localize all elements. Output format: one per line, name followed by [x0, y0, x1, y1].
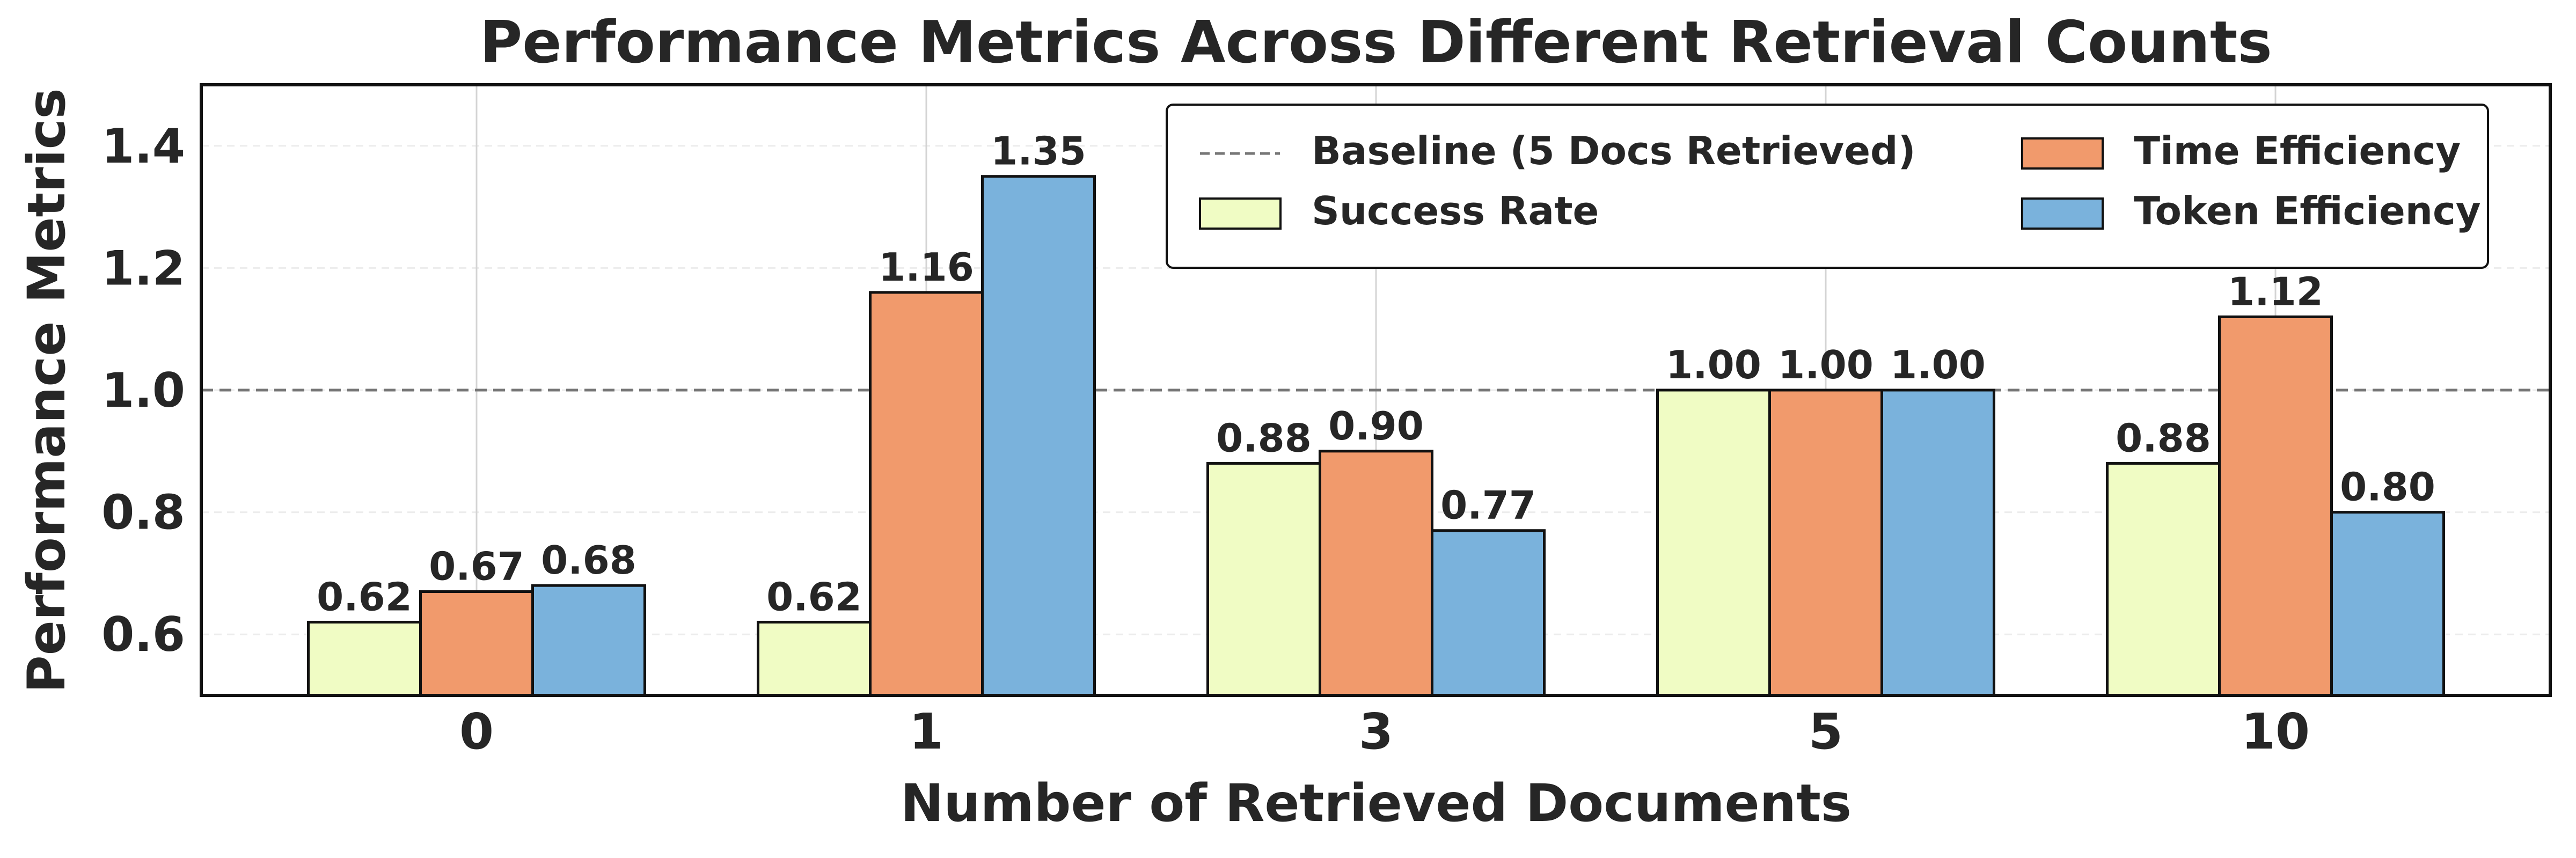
y-tick-label-4: 1.4: [101, 119, 185, 174]
data-label-token-efficiency-0: 0.68: [541, 538, 636, 583]
data-label-time-efficiency-10: 1.12: [2228, 269, 2323, 314]
legend-box: [1166, 104, 2489, 269]
bar-time-efficiency-1: [869, 291, 984, 697]
y-axis-ticks: 0.6 0.8 1.0 1.2 1.4: [101, 119, 185, 662]
x-tick-label-3: 3: [1359, 703, 1393, 760]
legend: Baseline (5 Docs Retrieved) Success Rate…: [1166, 104, 2489, 269]
x-tick-label-10: 10: [2241, 703, 2310, 760]
y-tick-label-2: 1.0: [101, 363, 185, 418]
y-tick-label-0: 0.6: [101, 607, 185, 662]
y-axis-title: Performance Metrics: [17, 88, 77, 693]
data-label-token-efficiency-10: 0.80: [2340, 465, 2435, 510]
legend-token-efficiency-label: Token Efficiency: [2134, 188, 2481, 233]
bar-time-efficiency-10: [2218, 315, 2333, 697]
data-label-time-efficiency-0: 0.67: [429, 544, 524, 589]
data-label-token-efficiency-5: 1.00: [1890, 342, 1986, 387]
legend-success-rate-label: Success Rate: [1312, 188, 1599, 233]
legend-time-efficiency-swatch: [2021, 137, 2104, 170]
data-label-success-rate-10: 0.88: [2116, 416, 2211, 461]
data-label-success-rate-3: 0.88: [1216, 416, 1312, 461]
y-tick-label-1: 0.8: [101, 485, 185, 540]
x-axis-title: Number of Retrieved Documents: [901, 773, 1851, 833]
x-tick-label-1: 1: [909, 703, 943, 760]
legend-token-efficiency-swatch: [2021, 197, 2104, 230]
bar-time-efficiency-0: [419, 590, 534, 697]
bar-token-efficiency-0: [531, 584, 646, 697]
plot-frame: [200, 83, 2552, 697]
chart-title: Performance Metrics Across Different Ret…: [480, 9, 2272, 76]
bar-success-rate-3: [1206, 462, 1321, 697]
x-tick-label-0: 0: [459, 703, 494, 760]
bar-success-rate-1: [757, 620, 872, 697]
legend-success-rate-swatch: [1199, 197, 1282, 230]
x-axis-ticks: 0 1 3 5 10: [459, 703, 2310, 760]
bar-success-rate-0: [307, 620, 422, 697]
data-label-time-efficiency-5: 1.00: [1778, 342, 1874, 387]
legend-time-efficiency-label: Time Efficiency: [2134, 128, 2461, 173]
data-label-time-efficiency-3: 0.90: [1328, 404, 1424, 449]
data-label-success-rate-0: 0.62: [317, 574, 412, 619]
bar-time-efficiency-3: [1319, 450, 1433, 697]
bar-time-efficiency-5: [1768, 388, 1883, 697]
data-label-token-efficiency-3: 0.77: [1440, 483, 1536, 528]
bar-token-efficiency-5: [1880, 388, 1995, 697]
bar-token-efficiency-1: [981, 175, 1096, 697]
data-label-success-rate-5: 1.00: [1666, 342, 1761, 387]
data-label-time-efficiency-1: 1.16: [879, 245, 974, 290]
bar-token-efficiency-3: [1431, 529, 1546, 697]
bar-success-rate-10: [2106, 462, 2221, 697]
y-tick-label-3: 1.2: [101, 240, 185, 296]
data-label-token-efficiency-1: 1.35: [991, 129, 1086, 174]
bar-success-rate-5: [1656, 388, 1771, 697]
legend-baseline-label: Baseline (5 Docs Retrieved): [1312, 128, 1916, 173]
bars: [307, 175, 2445, 697]
bar-token-efficiency-10: [2330, 511, 2445, 697]
data-label-success-rate-1: 0.62: [766, 574, 862, 619]
data-labels: 0.62 0.67 0.68 0.62 1.16 1.35 0.88 0.90 0.77 1.00…: [317, 129, 2435, 620]
x-tick-label-5: 5: [1809, 703, 1843, 760]
